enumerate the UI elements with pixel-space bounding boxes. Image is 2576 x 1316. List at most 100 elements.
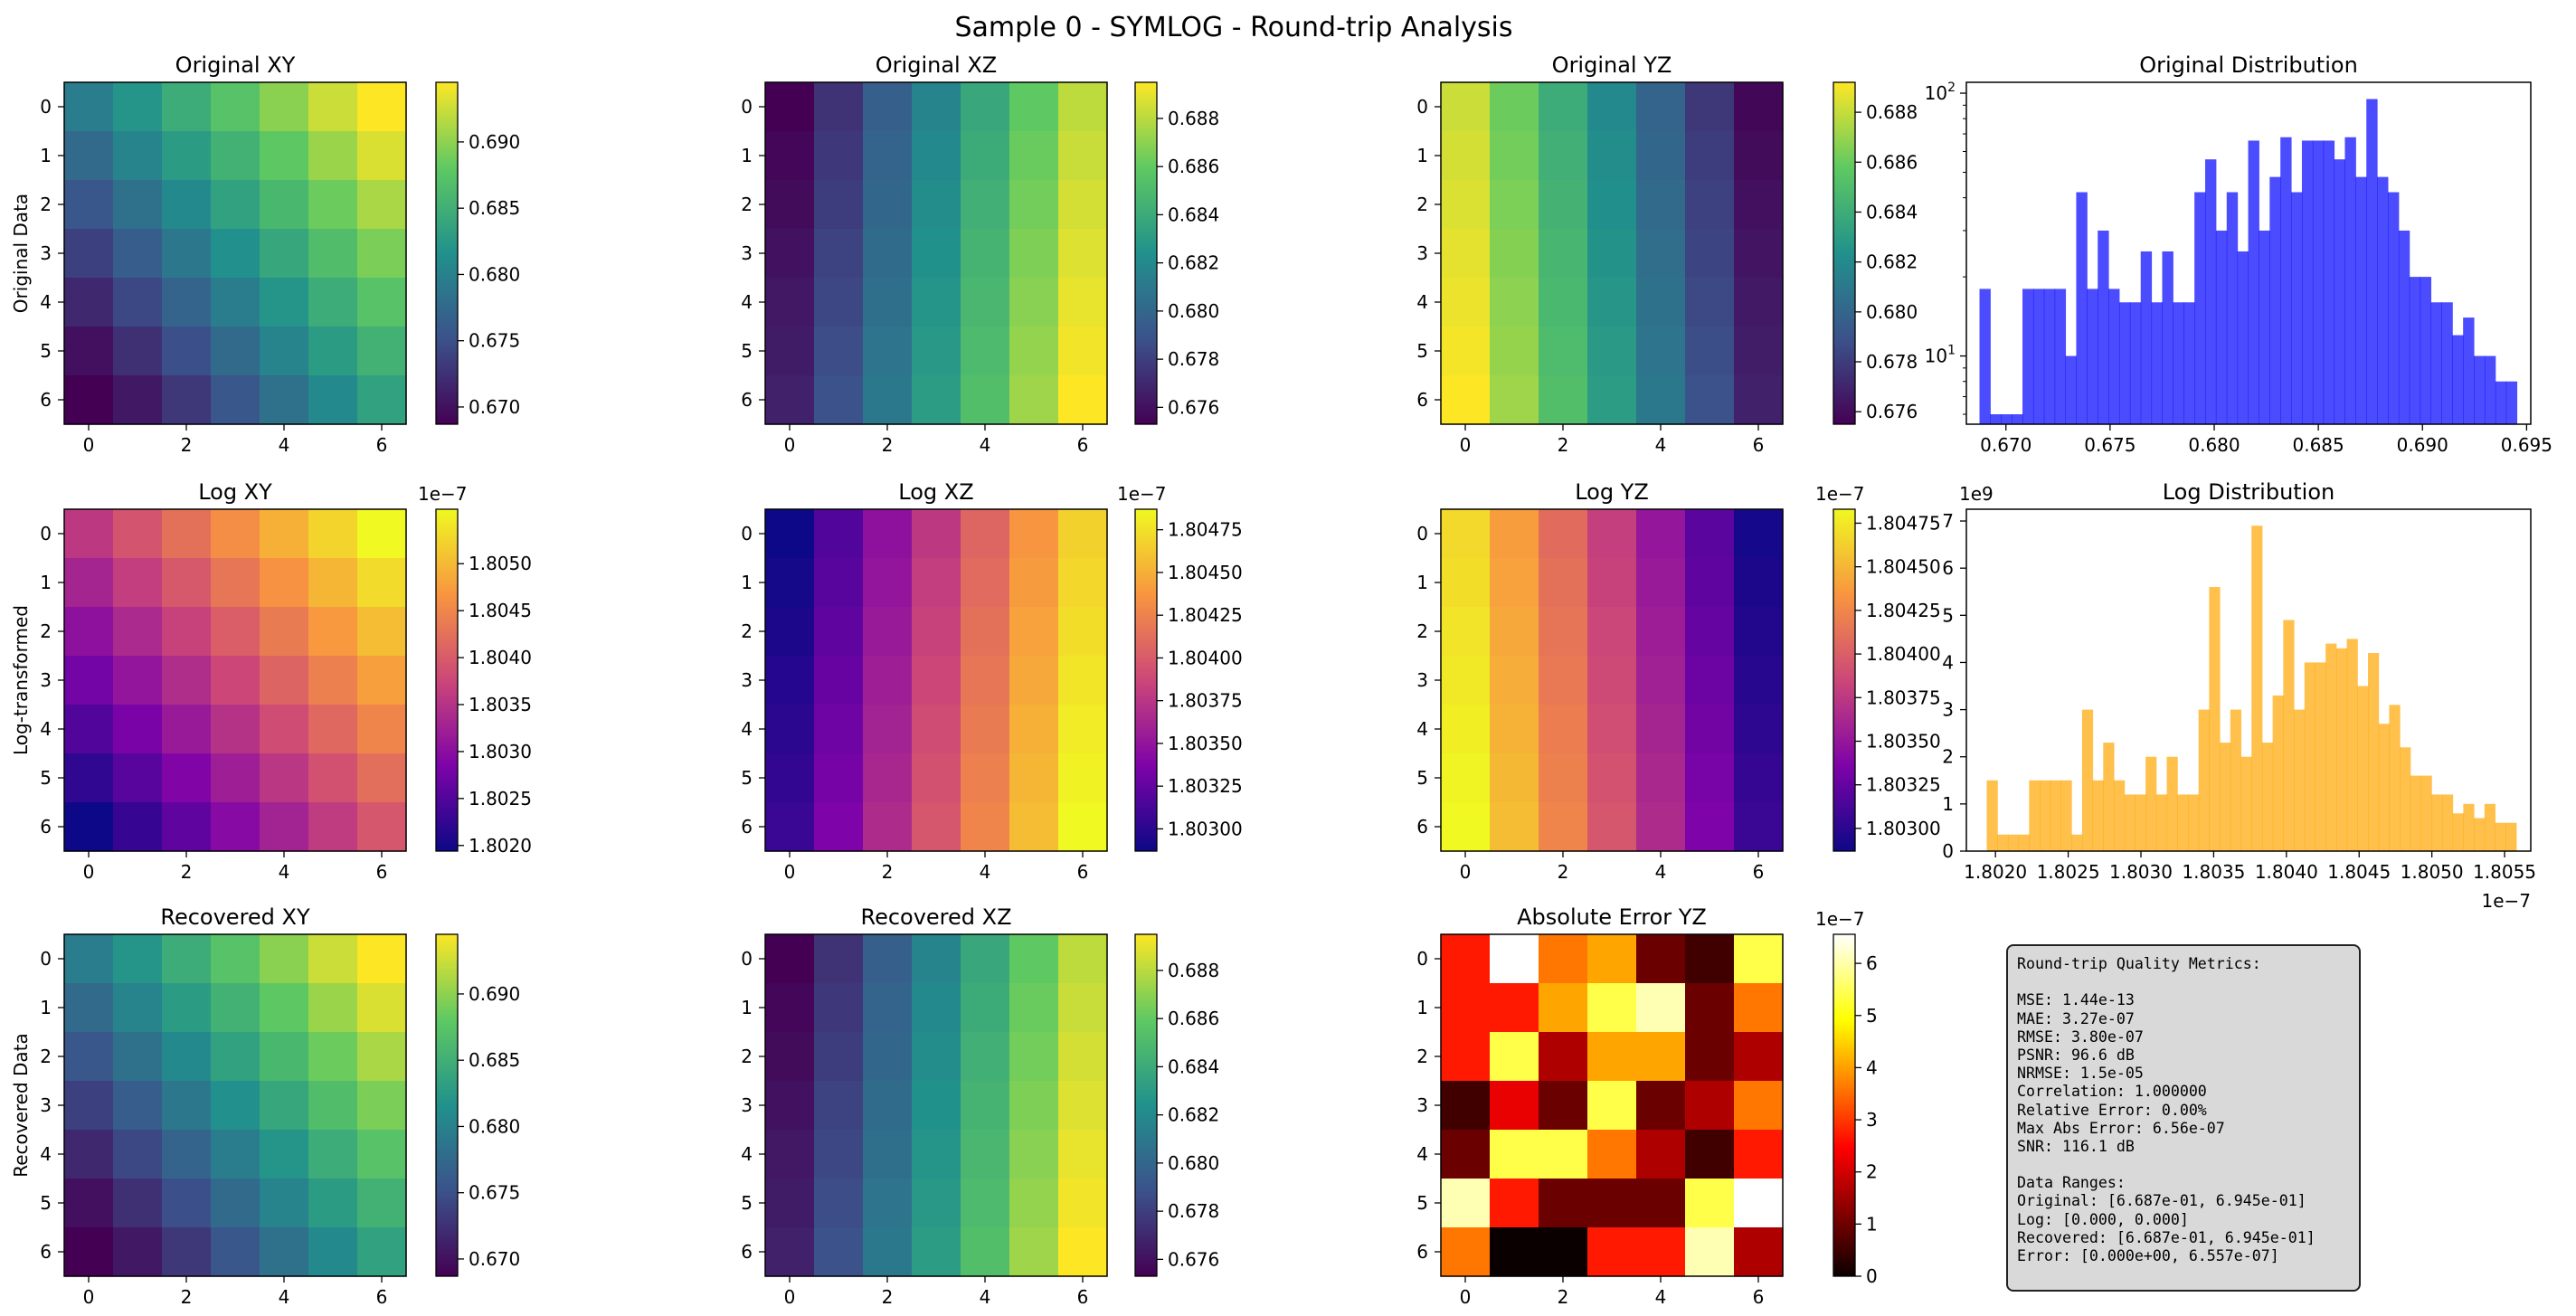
heatmap-cell [162, 131, 212, 181]
heatmap-cell [260, 229, 309, 279]
heatmap-cell [1685, 1081, 1735, 1131]
heatmap-cell [1058, 180, 1108, 230]
x-tick-label: 2 [181, 434, 193, 456]
panel-title: Recovered XZ [860, 904, 1011, 930]
heatmap-cell [1587, 1179, 1637, 1228]
y-tick-label: 1 [741, 997, 753, 1018]
histogram-bar [2441, 794, 2454, 851]
histogram-bar [2108, 289, 2120, 424]
heatmap-cell [1490, 983, 1539, 1033]
heatmap-cell [1058, 753, 1108, 803]
histogram-bar [2410, 775, 2422, 851]
histogram-bar [2323, 140, 2335, 424]
metrics-panel: Round-trip Quality Metrics: MSE: 1.44e-13… [2006, 944, 2361, 1292]
heatmap-cell [1490, 558, 1539, 608]
histogram-bar [2283, 620, 2295, 851]
heatmap-cell [113, 327, 163, 376]
heatmap-cell [1685, 327, 1735, 376]
colorbar-tick-label: 0.680 [1866, 301, 1918, 323]
panel-title: Original XY [175, 52, 296, 78]
histogram-bar [2162, 251, 2174, 424]
heatmap-cell [961, 82, 1010, 132]
metric-line: Correlation: 1.000000 [2017, 1083, 2207, 1101]
heatmap-cell [162, 1179, 212, 1228]
histogram-bar [2215, 230, 2228, 424]
heatmap-cell [1636, 1227, 1686, 1277]
histogram-bar [2463, 803, 2475, 851]
heatmap-cell [1734, 934, 1784, 984]
histogram-bar [2315, 662, 2326, 851]
colorbar-tick-label: 1.80375 [1168, 690, 1243, 712]
heatmap-panel: Original XY 0 2 4 6 0 1 2 3 4 5 6 0.670 0.675 0.680 0.6… [40, 52, 520, 456]
panel-title: Log YZ [1575, 479, 1649, 505]
heatmap-cell [357, 229, 407, 279]
y-tick-label: 3 [1416, 1094, 1428, 1116]
heatmap-cell [765, 375, 815, 425]
histogram-bar [2076, 192, 2088, 425]
heatmap-cell [64, 1032, 114, 1082]
heatmap-cell [1539, 607, 1588, 657]
heatmap-cell [1734, 1081, 1784, 1131]
heatmap-cell [1685, 1227, 1735, 1277]
y-tick-label: 0 [741, 948, 753, 970]
histogram-bar [2505, 381, 2518, 424]
heatmap-cell [1490, 278, 1539, 327]
heatmap-cell [765, 131, 815, 181]
heatmap-cell [64, 375, 114, 425]
heatmap-panel: Recovered XZ 0 2 4 6 0 1 2 3 4 5 6 0.676 0.678 0.680 0.… [741, 904, 1219, 1308]
y-tick-label: 5 [1416, 1192, 1428, 1214]
colorbar-tick-label: 1.80400 [1168, 647, 1243, 668]
heatmap-cell [814, 1032, 864, 1082]
heatmap-cell [1734, 558, 1784, 608]
colorbar-tick-label: 0.686 [1866, 151, 1918, 173]
y-tick-label: 5 [741, 340, 753, 362]
colorbar-offset-label: 1e−7 [418, 483, 468, 505]
heatmap-cell [1685, 934, 1735, 984]
heatmap-cell [113, 375, 163, 425]
colorbar-tick-label: 1.80475 [1866, 512, 1941, 534]
heatmap-cell [260, 753, 309, 803]
histogram-panel: Original Distribution 0.670 0.675 0.680 0.68… [1925, 52, 2552, 456]
x-tick-label: 0 [784, 434, 796, 456]
heatmap-panel: Log XZ 0 2 4 6 0 1 2 3 4 5 6 1.80300 1.80325 1.80350 1.… [741, 479, 1242, 883]
heatmap-cell [1009, 82, 1059, 132]
x-tick-label: 2 [882, 861, 894, 883]
heatmap-cell [765, 1179, 815, 1228]
heatmap-cell [961, 753, 1010, 803]
heatmap-cell [308, 1130, 358, 1179]
y-tick-label: 0 [741, 96, 753, 118]
x-tick-label: 1.8035 [2182, 861, 2245, 883]
x-tick-label: 0 [83, 434, 95, 456]
heatmap-cell [1009, 558, 1059, 608]
x-tick-label: 1.8020 [1964, 861, 2027, 883]
colorbar-tick-label: 0.678 [1866, 351, 1918, 373]
colorbar-tick-label: 0 [1866, 1265, 1878, 1287]
heatmap-cell [1587, 375, 1637, 425]
heatmap-cell [162, 802, 212, 852]
heatmap-cell [961, 131, 1010, 181]
heatmap-cell [1441, 934, 1491, 984]
row-label: Recovered Data [10, 1033, 32, 1178]
histogram-bar [2304, 662, 2316, 851]
y-tick-label: 3 [1942, 699, 1954, 721]
heatmap-cell [1058, 558, 1108, 608]
heatmap-cell [357, 278, 407, 327]
heatmap-cell [1441, 509, 1491, 559]
heatmap-cell [1441, 1081, 1491, 1131]
heatmap-cell [863, 509, 913, 559]
heatmap-cell [357, 375, 407, 425]
heatmap-cell [912, 375, 961, 425]
heatmap-cell [1539, 1081, 1588, 1131]
colorbar [1134, 81, 1158, 425]
heatmap-cell [814, 802, 864, 852]
y-tick-label: 1 [40, 572, 52, 593]
y-tick-label: 4 [40, 291, 52, 313]
x-tick-label: 0 [83, 861, 95, 883]
histogram-bar [2272, 695, 2284, 851]
heatmap-cell [1734, 1227, 1784, 1277]
heatmap-cell [113, 229, 163, 279]
y-tick-label: 0 [40, 96, 52, 118]
heatmap-panel: Original XZ 0 2 4 6 0 1 2 3 4 5 6 0.676 0.678 0.680 0.6… [741, 52, 1219, 456]
colorbar-tick-label: 4 [1866, 1056, 1878, 1078]
heatmap-cell [814, 753, 864, 803]
